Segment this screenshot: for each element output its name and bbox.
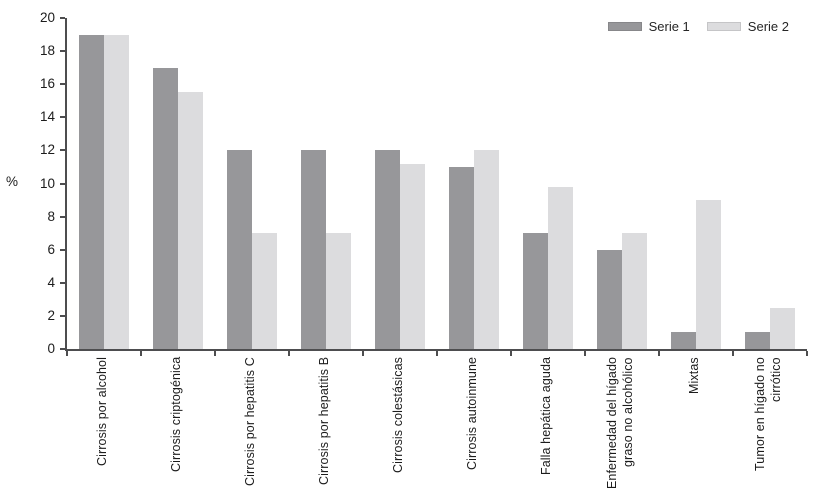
bar-group	[215, 18, 289, 349]
bar-group	[659, 18, 733, 349]
y-axis-tick-label: 20	[39, 10, 55, 25]
x-axis-tick	[510, 351, 512, 356]
category-label: Cirrosis por alcohol	[95, 357, 109, 466]
category-label-slot: Enfermedad del hígado graso no alcohólic…	[583, 357, 657, 495]
y-axis-tick-label: 12	[39, 142, 55, 158]
y-axis-tick-label: 18	[39, 43, 55, 59]
bar-serie-1	[79, 34, 104, 349]
category-label-slot: Mixtas	[657, 357, 731, 495]
y-axis-tick	[60, 50, 65, 53]
bar-serie-2	[400, 163, 425, 349]
x-axis-tick	[658, 351, 660, 356]
y-axis-tick-label: 16	[39, 76, 55, 92]
y-axis-tick	[60, 182, 65, 185]
bar-serie-1	[227, 150, 252, 349]
bar-serie-1	[449, 166, 474, 349]
bar-serie-2	[104, 34, 129, 349]
y-axis-tick-label: 10	[39, 175, 55, 191]
category-label-slot: Cirrosis por hepatitis B	[287, 357, 361, 495]
legend-label-serie-2: Serie 2	[747, 19, 789, 34]
bar-group	[511, 18, 585, 349]
legend-swatch-serie-2	[706, 22, 741, 31]
bar-serie-1	[153, 67, 178, 349]
bar-serie-1	[375, 150, 400, 349]
category-label-slot: Tumor en hígado no cirrótico	[731, 357, 805, 495]
bar-group	[67, 18, 141, 349]
y-axis-tick	[60, 83, 65, 86]
bar-serie-1	[745, 332, 770, 349]
y-axis-tick	[60, 149, 65, 152]
category-label: Mixtas	[687, 357, 701, 394]
category-label-slot: Cirrosis colestásicas	[361, 357, 435, 495]
category-label: Tumor en hígado no cirrótico	[753, 357, 783, 471]
category-label: Cirrosis autoinmune	[465, 357, 479, 471]
y-axis-tick	[60, 17, 65, 19]
category-label: Cirrosis por hepatitis C	[243, 357, 257, 486]
category-label-slot: Cirrosis autoinmune	[435, 357, 509, 495]
bar-group	[733, 18, 807, 349]
x-axis-tick	[806, 351, 808, 356]
plot-area: 0 2 4 6 8 10 12 14 16 18 20	[40, 10, 808, 356]
category-label: Cirrosis por hepatitis B	[317, 357, 331, 486]
legend-item-serie-2: Serie 2	[706, 19, 789, 34]
bar-serie-1	[301, 150, 326, 349]
x-axis-tick	[436, 351, 438, 356]
category-label: Cirrosis colestásicas	[391, 357, 405, 474]
y-axis-tick-label: 2	[47, 307, 55, 323]
category-label-slot: Cirrosis por hepatitis C	[213, 357, 287, 495]
category-label-slot: Falla hepática aguda	[509, 357, 583, 495]
x-axis-tick	[362, 351, 364, 356]
bar-group	[585, 18, 659, 349]
bar-serie-1	[523, 233, 548, 349]
y-axis-tick	[60, 116, 65, 119]
bar-serie-2	[696, 200, 721, 349]
category-label: Cirrosis criptogénica	[169, 357, 183, 473]
bar-group	[141, 18, 215, 349]
bar-serie-2	[548, 186, 573, 349]
y-axis-tick	[60, 348, 65, 350]
x-axis-tick	[140, 351, 142, 356]
y-axis-tick	[60, 281, 65, 284]
x-axis-tick	[584, 351, 586, 356]
bar-serie-2	[326, 233, 351, 349]
bar-group	[363, 18, 437, 349]
y-axis-tick	[60, 248, 65, 251]
y-axis-tick-label: 14	[39, 109, 55, 125]
bar-serie-1	[671, 332, 696, 349]
y-axis-tick	[60, 215, 65, 218]
y-axis-tick-label: 4	[47, 274, 55, 290]
category-label: Falla hepática aguda	[539, 357, 553, 476]
x-axis-tick	[288, 351, 290, 356]
y-axis-tick-label: 6	[47, 241, 55, 257]
y-axis-tick-label: 0	[47, 341, 55, 356]
x-axis-tick	[214, 351, 216, 356]
category-label-slot: Cirrosis criptogénica	[139, 357, 213, 495]
bar-serie-1	[597, 249, 622, 349]
legend-label-serie-1: Serie 1	[648, 19, 690, 34]
category-label: Enfermedad del hígado graso no alcohólic…	[605, 357, 635, 490]
bar-serie-2	[622, 233, 647, 349]
bar-serie-2	[252, 233, 277, 349]
bar-group	[437, 18, 511, 349]
category-axis-labels: Cirrosis por alcohol Cirrosis criptogénic…	[65, 357, 805, 497]
y-axis-title: %	[6, 174, 19, 189]
bar-serie-2	[474, 150, 499, 349]
bar-group	[289, 18, 363, 349]
x-axis-tick	[732, 351, 734, 356]
category-label-slot: Cirrosis por alcohol	[65, 357, 139, 495]
legend: Serie 1 Serie 2	[607, 19, 789, 34]
y-axis-tick-label: 8	[47, 208, 55, 224]
y-axis-tick	[60, 314, 65, 317]
bar-serie-2	[178, 92, 203, 349]
bar-serie-2	[770, 307, 795, 349]
legend-item-serie-1: Serie 1	[607, 19, 690, 34]
x-axis-tick	[66, 351, 68, 356]
legend-swatch-serie-1	[607, 22, 642, 31]
